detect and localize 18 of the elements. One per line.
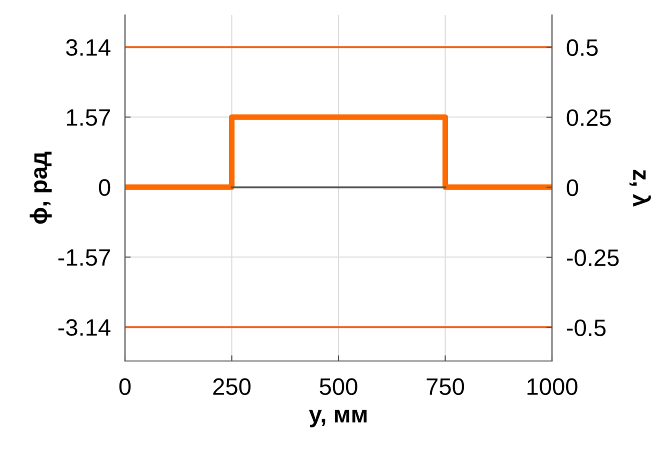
x-axis-title: y, мм bbox=[308, 410, 367, 428]
y2-tick-label: 0.5 bbox=[566, 39, 598, 56]
x-tick-label: 750 bbox=[426, 378, 464, 396]
y-tick-label: -1.57 bbox=[58, 249, 110, 266]
y2-axis-title: z, λ bbox=[629, 170, 651, 207]
x-tick-label: 250 bbox=[213, 378, 251, 396]
y2-tick-label: -0.5 bbox=[566, 319, 606, 336]
y-tick-label: 1.57 bbox=[66, 109, 110, 126]
y-tick-label: 3.14 bbox=[66, 39, 110, 56]
x-tick-label: 500 bbox=[320, 378, 358, 396]
x-tick-label: 0 bbox=[119, 378, 131, 396]
x-tick-label: 1000 bbox=[528, 378, 578, 396]
y2-tick-label: 0.25 bbox=[566, 109, 611, 126]
y-tick-label: 0 bbox=[98, 179, 110, 196]
y-axis-title: ϕ, рад bbox=[30, 152, 52, 224]
y2-tick-label: 0 bbox=[566, 179, 578, 196]
y2-tick-label: -0.25 bbox=[566, 249, 619, 266]
y-tick-label: -3.14 bbox=[58, 319, 110, 336]
